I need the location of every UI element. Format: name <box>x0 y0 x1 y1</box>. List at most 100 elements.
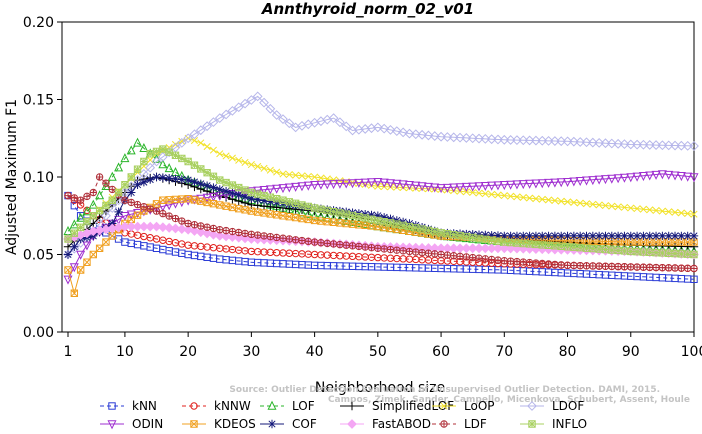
data-point <box>310 238 319 246</box>
data-point <box>486 134 497 145</box>
data-point <box>487 181 497 191</box>
data-point <box>310 210 320 220</box>
data-point <box>519 239 527 248</box>
data-point <box>676 140 687 151</box>
data-point <box>670 140 680 151</box>
data-point <box>657 140 668 151</box>
data-point <box>450 252 458 260</box>
data-point <box>195 125 206 136</box>
data-point <box>197 139 205 147</box>
x-tick-label: 80 <box>559 344 577 360</box>
data-point <box>184 219 192 228</box>
watermark-line-1: Source: Outlier Detection Evaluation of … <box>229 385 660 395</box>
data-point <box>600 175 610 185</box>
legend-marker <box>190 402 198 410</box>
data-point <box>500 231 509 241</box>
legend-marker <box>267 400 277 410</box>
data-point <box>455 132 465 143</box>
data-point <box>386 219 395 227</box>
data-point <box>216 176 224 184</box>
data-point <box>133 180 142 189</box>
data-point <box>342 210 350 218</box>
data-point <box>405 222 414 231</box>
data-point <box>538 231 547 241</box>
data-point <box>608 202 616 210</box>
data-point <box>133 211 142 219</box>
data-point <box>494 256 502 264</box>
data-point <box>196 179 205 189</box>
data-point <box>108 185 116 194</box>
data-point <box>222 152 230 160</box>
data-point <box>317 205 325 213</box>
data-point <box>184 157 192 166</box>
data-point <box>95 173 104 181</box>
data-point <box>676 172 686 182</box>
data-point <box>127 188 136 197</box>
data-point <box>260 232 268 240</box>
data-point <box>493 134 503 145</box>
data-point <box>399 247 407 255</box>
series-ldf <box>64 173 698 273</box>
data-point <box>456 252 464 260</box>
data-point <box>316 180 326 190</box>
data-point <box>171 214 180 223</box>
data-point <box>588 176 598 186</box>
data-point <box>222 178 230 187</box>
data-point <box>576 199 584 207</box>
data-point <box>164 163 174 173</box>
data-point <box>120 221 130 232</box>
data-point <box>178 217 186 225</box>
data-point <box>556 178 566 188</box>
data-point <box>651 170 661 180</box>
data-point <box>576 262 584 270</box>
data-point <box>133 165 142 173</box>
data-point <box>620 231 629 241</box>
data-point <box>176 224 187 234</box>
data-point <box>601 231 610 241</box>
data-point <box>538 241 546 249</box>
data-point <box>525 179 535 189</box>
data-point <box>424 226 433 235</box>
data-point <box>209 183 218 192</box>
data-point <box>367 215 376 223</box>
legend-item: INFLO <box>520 417 587 431</box>
data-point <box>519 258 527 266</box>
data-point <box>265 185 275 195</box>
data-point <box>311 173 319 181</box>
data-point <box>436 131 446 142</box>
data-point <box>690 250 698 259</box>
legend-item: LOF <box>260 399 315 413</box>
data-point <box>455 243 465 254</box>
data-point <box>423 182 433 192</box>
x-tick-label: 30 <box>242 344 260 360</box>
data-point <box>158 173 168 182</box>
data-point <box>101 210 111 221</box>
data-point <box>157 222 168 233</box>
data-point <box>449 183 459 193</box>
data-point <box>303 208 313 218</box>
data-point <box>374 216 382 225</box>
data-point <box>259 196 269 205</box>
data-point <box>587 137 598 148</box>
legend-marker <box>528 420 536 428</box>
legend-item: LDOF <box>520 399 584 413</box>
data-point <box>531 179 541 189</box>
data-point <box>140 203 148 211</box>
data-point <box>95 190 105 200</box>
data-point <box>216 150 224 158</box>
data-point <box>121 196 129 204</box>
data-point <box>385 124 396 135</box>
data-point <box>272 233 281 242</box>
data-point <box>480 243 491 254</box>
data-point <box>310 204 319 212</box>
data-point <box>215 185 224 194</box>
chart-title: Annthyroid_norm_02_v01 <box>261 0 474 18</box>
data-point <box>633 248 641 256</box>
data-point <box>208 229 219 240</box>
data-point <box>595 201 603 209</box>
data-point <box>543 135 554 146</box>
legend-label: kNN <box>132 399 157 413</box>
data-point <box>328 113 339 124</box>
data-point <box>690 275 698 284</box>
data-point <box>532 259 540 267</box>
